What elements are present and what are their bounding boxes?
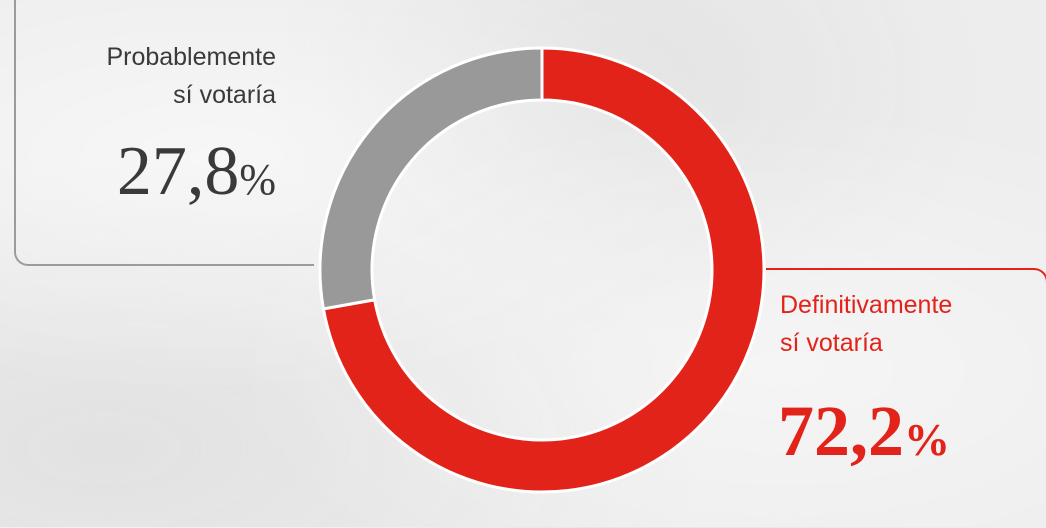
value-probablemente-unit: %: [239, 155, 276, 204]
donut-slice-probablemente: [318, 46, 544, 311]
value-definitivamente-unit: %: [904, 414, 950, 465]
label-definitivamente: Definitivamente sí votaría: [780, 286, 1030, 362]
value-definitivamente: 72,2%: [778, 390, 950, 481]
donut-slice-definitivamente: [321, 46, 766, 494]
callout-definitivamente: Definitivamente sí votaría 72,2%: [766, 268, 1046, 528]
label-probablemente-line1: Probablemente: [106, 43, 276, 71]
value-probablemente-number: 27,8: [116, 133, 240, 210]
callout-probablemente: Probablemente sí votaría 27,8%: [14, 0, 314, 266]
label-probablemente: Probablemente sí votaría: [26, 38, 276, 114]
value-definitivamente-number: 72,2: [778, 391, 904, 471]
label-definitivamente-line2: sí votaría: [780, 329, 883, 357]
label-probablemente-line2: sí votaría: [173, 81, 276, 109]
label-definitivamente-line1: Definitivamente: [780, 291, 953, 319]
value-probablemente: 27,8%: [117, 132, 276, 220]
